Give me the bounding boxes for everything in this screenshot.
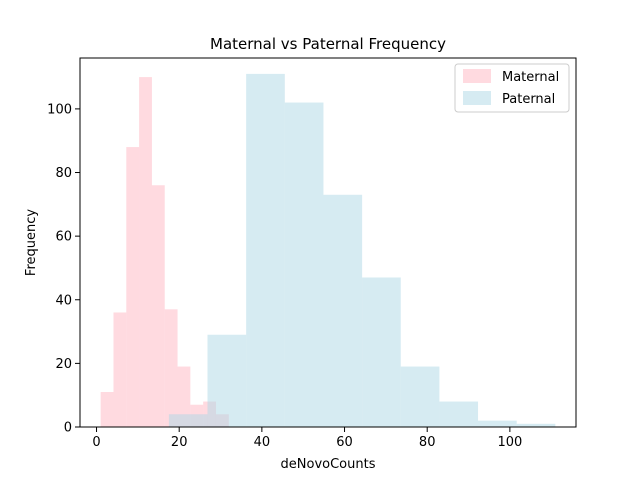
x-tick-label: 40 xyxy=(254,435,271,450)
x-tick-label: 60 xyxy=(336,435,353,450)
maternal-bar xyxy=(126,147,140,427)
paternal-bar xyxy=(207,334,247,427)
chart-title: Maternal vs Paternal Frequency xyxy=(210,35,446,53)
paternal-legend-label: Paternal xyxy=(502,92,555,107)
paternal-bar xyxy=(439,401,479,427)
maternal-bar xyxy=(113,312,127,427)
maternal-legend-swatch xyxy=(463,69,491,83)
y-tick-label: 20 xyxy=(55,357,72,372)
maternal-bar xyxy=(177,366,191,427)
x-tick-label: 100 xyxy=(497,435,522,450)
paternal-bar xyxy=(323,194,363,427)
paternal-bar xyxy=(284,102,324,427)
paternal-bar xyxy=(516,423,556,427)
y-tick-label: 80 xyxy=(55,166,72,181)
paternal-bar xyxy=(478,420,517,427)
y-axis-label: Frequency xyxy=(24,209,39,276)
x-tick-label: 20 xyxy=(171,435,188,450)
paternal-legend-swatch xyxy=(463,91,491,105)
x-tick-label: 0 xyxy=(92,435,100,450)
plot-frame xyxy=(79,57,577,428)
paternal-bar xyxy=(362,277,401,427)
paternal-bar xyxy=(400,366,440,427)
y-tick-label: 100 xyxy=(47,102,72,117)
legend: Maternal Paternal xyxy=(454,63,570,113)
x-axis-ticks: 0 20 40 60 80 100 xyxy=(92,427,522,450)
x-axis-label: deNovoCounts xyxy=(281,457,376,472)
paternal-bar xyxy=(168,414,208,427)
bars-layer xyxy=(100,73,556,427)
paternal-bar xyxy=(246,73,285,427)
y-tick-label: 0 xyxy=(64,421,72,436)
y-tick-label: 40 xyxy=(55,293,72,308)
y-tick-label: 60 xyxy=(55,230,72,245)
x-tick-label: 80 xyxy=(419,435,436,450)
maternal-bar xyxy=(151,185,165,427)
maternal-bar xyxy=(164,309,178,427)
maternal-bar xyxy=(100,392,114,427)
y-axis-ticks: 0 20 40 60 80 100 xyxy=(47,102,80,436)
maternal-legend-label: Maternal xyxy=(502,70,559,85)
maternal-bar xyxy=(139,77,152,427)
